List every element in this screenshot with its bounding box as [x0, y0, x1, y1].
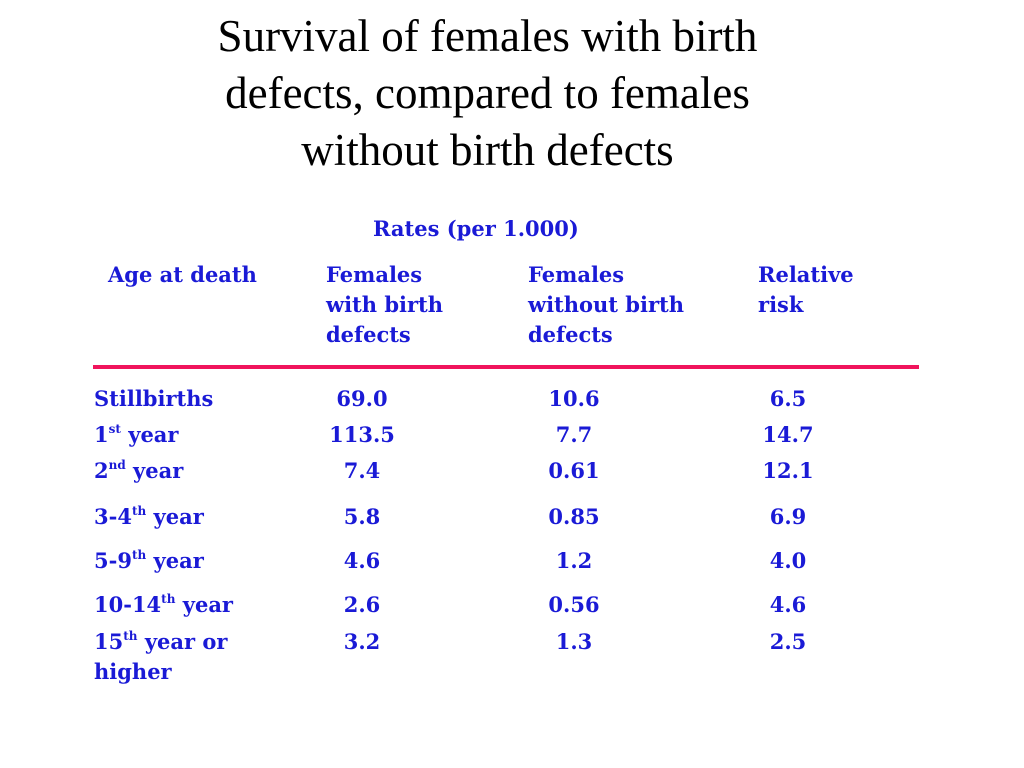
header-relative-risk: Relative risk	[758, 260, 854, 320]
row-relative-risk: 4.0	[769, 548, 807, 573]
header-age-at-death: Age at death	[108, 262, 257, 287]
header-rr-line-1: Relative	[758, 262, 854, 287]
header-with-line-2: with birth	[326, 292, 444, 317]
row-relative-risk: 12.1	[762, 458, 814, 483]
slide-title: Survival of females with birth defects, …	[0, 8, 975, 179]
row-with-defects-rate: 4.6	[343, 548, 381, 573]
row-without-defects-rate: 0.56	[548, 592, 600, 617]
row-without-defects-rate: 1.3	[555, 629, 593, 654]
row-with-defects-rate: 3.2	[343, 629, 381, 654]
row-age: 3-4th year	[94, 504, 204, 529]
header-without-line-1: Females	[528, 262, 625, 287]
row-with-defects-rate: 7.4	[343, 458, 381, 483]
header-rr-line-2: risk	[758, 292, 804, 317]
row-age: Stillbirths	[94, 386, 214, 411]
row-relative-risk: 6.5	[769, 386, 807, 411]
row-with-defects-rate: 69.0	[336, 386, 388, 411]
row-age: 5-9th year	[94, 548, 204, 573]
header-with-line-3: defects	[326, 322, 411, 347]
row-relative-risk: 14.7	[762, 422, 814, 447]
title-line-2: defects, compared to females	[225, 68, 750, 118]
row-without-defects-rate: 7.7	[555, 422, 593, 447]
row-relative-risk: 4.6	[769, 592, 807, 617]
row-without-defects-rate: 0.85	[548, 504, 600, 529]
row-without-defects-rate: 10.6	[548, 386, 600, 411]
row-without-defects-rate: 0.61	[548, 458, 600, 483]
header-females-with-defects: Females with birth defects	[326, 260, 443, 350]
title-line-3: without birth defects	[301, 125, 674, 175]
row-age: 10-14th year	[94, 592, 233, 617]
row-relative-risk: 2.5	[769, 629, 807, 654]
row-age: 2nd year	[94, 458, 184, 483]
rates-group-header: Rates (per 1.000)	[373, 216, 579, 241]
header-divider	[93, 365, 919, 369]
row-age: 1st year	[94, 422, 179, 447]
header-females-without-defects: Females without birth defects	[528, 260, 684, 350]
header-without-line-2: without birth	[528, 292, 685, 317]
row-relative-risk: 6.9	[769, 504, 807, 529]
row-without-defects-rate: 1.2	[555, 548, 593, 573]
row-age: 15th year or higher	[94, 629, 228, 684]
header-without-line-3: defects	[528, 322, 613, 347]
header-with-line-1: Females	[326, 262, 423, 287]
row-with-defects-rate: 2.6	[343, 592, 381, 617]
row-with-defects-rate: 5.8	[343, 504, 381, 529]
row-with-defects-rate: 113.5	[329, 422, 395, 447]
title-line-1: Survival of females with birth	[217, 11, 758, 61]
